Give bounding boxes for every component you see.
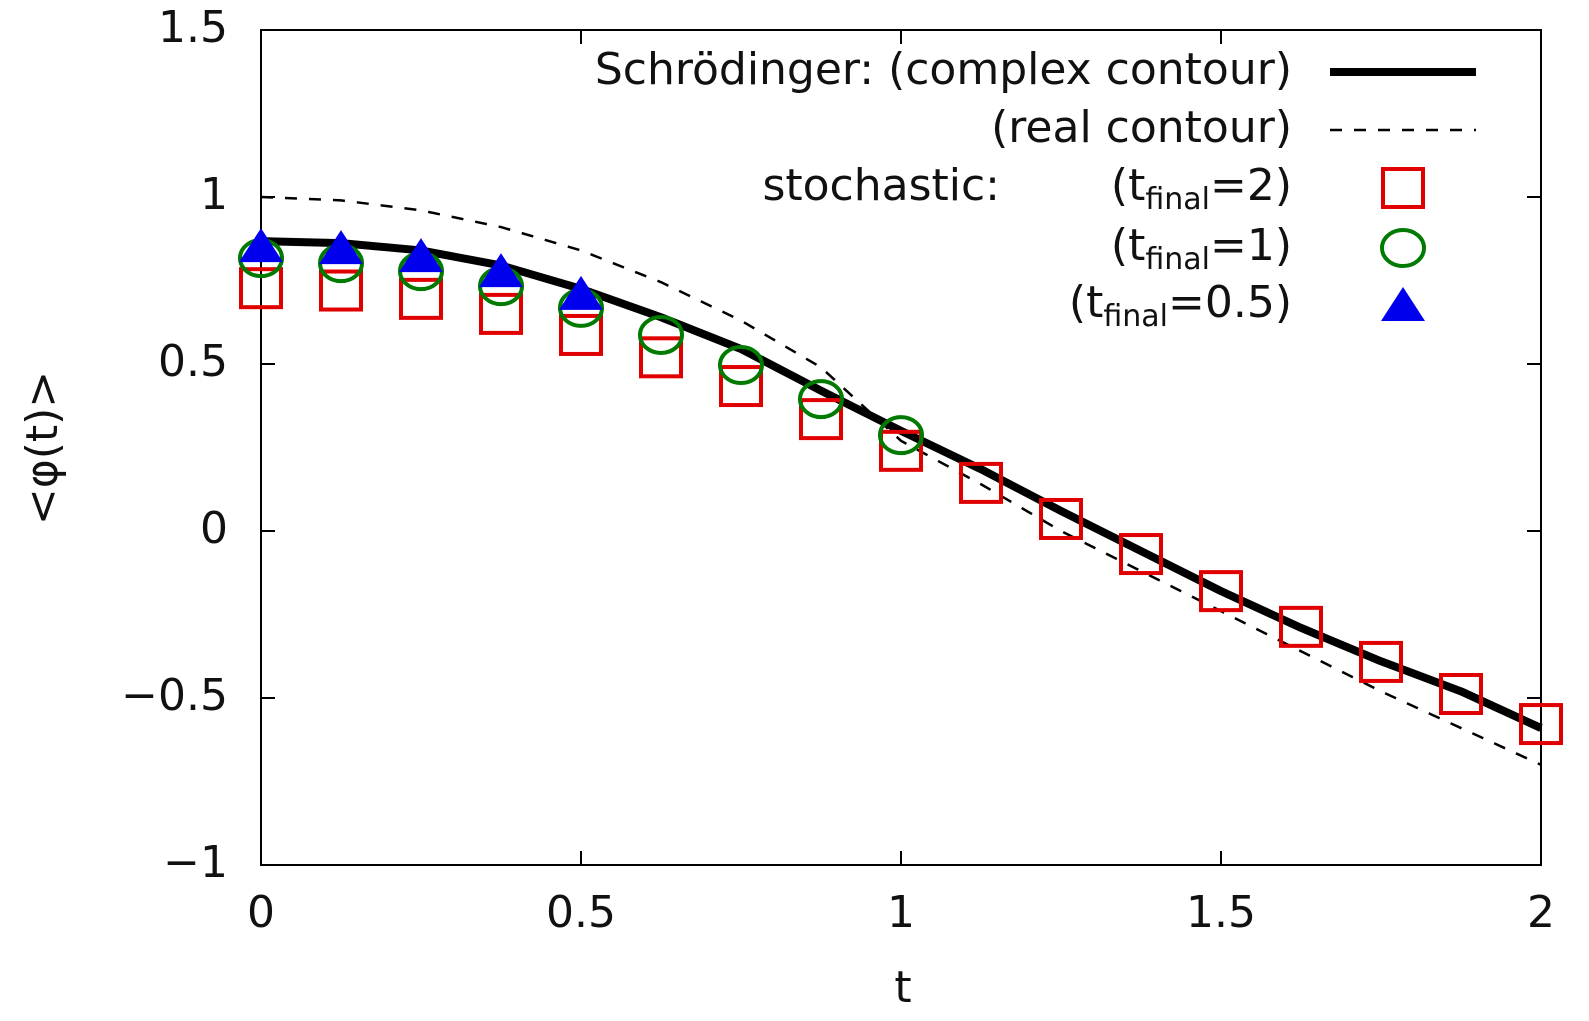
legend-label-part: (t bbox=[1069, 277, 1103, 328]
legend-swatch bbox=[1381, 167, 1425, 209]
legend-label-part: Schrödinger: (complex contour) bbox=[595, 44, 1292, 95]
x-tick-label: 1 bbox=[887, 887, 915, 938]
legend-swatch bbox=[1381, 287, 1425, 321]
point-square bbox=[1279, 605, 1323, 648]
point-triangle bbox=[239, 228, 283, 263]
legend-label-part: final bbox=[1145, 182, 1210, 217]
point-circle bbox=[718, 345, 764, 386]
point-square bbox=[1359, 640, 1403, 683]
point-triangle bbox=[559, 275, 603, 310]
x-tick-label: 2 bbox=[1527, 887, 1555, 938]
y-tick-label: 1 bbox=[200, 169, 228, 220]
point-square bbox=[1119, 533, 1163, 576]
point-square bbox=[959, 461, 1003, 504]
legend-label-part: (t bbox=[1111, 220, 1145, 271]
point-square bbox=[319, 269, 363, 312]
point-square bbox=[559, 313, 603, 356]
line-dashed bbox=[260, 195, 1542, 766]
point-square bbox=[1519, 703, 1563, 746]
point-square bbox=[719, 365, 763, 408]
legend-group-label: stochastic: bbox=[762, 160, 1000, 211]
legend-label-part: final bbox=[1103, 299, 1168, 334]
legend-label: (tfinal=2) bbox=[1111, 160, 1292, 217]
legend-label-part: =0.5) bbox=[1168, 277, 1292, 328]
y-tick-label: 0 bbox=[200, 503, 228, 554]
point-square bbox=[399, 277, 443, 320]
point-square bbox=[639, 336, 683, 379]
x-tick-label: 0.5 bbox=[546, 887, 616, 938]
y-tick-label: 0.5 bbox=[158, 336, 228, 387]
y-axis-label: <φ(t)> bbox=[17, 371, 68, 525]
y-tick-label: −1 bbox=[163, 837, 228, 888]
y-tick-label: 1.5 bbox=[158, 2, 228, 53]
point-square bbox=[239, 267, 283, 310]
point-triangle bbox=[399, 238, 443, 273]
point-circle bbox=[798, 379, 844, 420]
point-square bbox=[879, 429, 923, 472]
plot-frame bbox=[260, 29, 1542, 866]
x-tick-label: 1.5 bbox=[1186, 887, 1256, 938]
legend-label: (tfinal=0.5) bbox=[1069, 277, 1292, 334]
line-solid bbox=[260, 237, 1543, 732]
legend-label: Schrödinger: (complex contour) bbox=[595, 44, 1292, 95]
legend-label-part: final bbox=[1145, 242, 1210, 277]
x-axis-label: t bbox=[894, 962, 911, 1013]
legend-label-part: (real contour) bbox=[991, 102, 1292, 153]
legend-label-part: (t bbox=[1111, 160, 1145, 211]
point-square bbox=[1439, 672, 1483, 715]
point-square bbox=[1039, 497, 1083, 540]
point-triangle bbox=[319, 230, 363, 265]
y-tick-label: −0.5 bbox=[121, 670, 228, 721]
x-tick-label: 0 bbox=[247, 887, 275, 938]
point-square bbox=[479, 292, 523, 335]
point-square bbox=[1199, 570, 1243, 613]
legend-label-part: =2) bbox=[1210, 160, 1292, 211]
legend-label: (real contour) bbox=[991, 102, 1292, 153]
point-circle bbox=[878, 415, 924, 456]
point-circle bbox=[638, 314, 684, 355]
legend-swatch bbox=[1380, 228, 1426, 268]
point-triangle bbox=[479, 253, 523, 288]
legend-label-part: =1) bbox=[1210, 220, 1292, 271]
legend-label: (tfinal=1) bbox=[1111, 220, 1292, 277]
point-square bbox=[799, 398, 843, 441]
